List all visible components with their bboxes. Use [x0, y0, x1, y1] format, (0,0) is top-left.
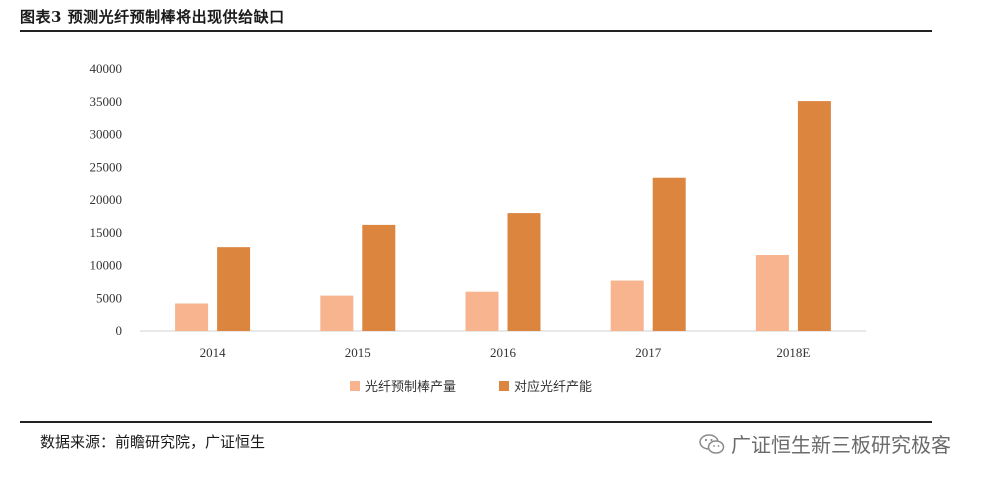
bar-fiber-capacity [507, 213, 541, 331]
y-tick-label: 15000 [90, 225, 123, 240]
legend-label: 对应光纤产能 [514, 379, 592, 395]
legend: 光纤预制棒产量 对应光纤产能 [350, 379, 592, 395]
bottom-rule [20, 421, 932, 423]
legend-label: 光纤预制棒产量 [365, 380, 456, 395]
figure-title: 图表3 预测光纤预制棒将出现供给缺口 [20, 8, 285, 26]
bar-fiber-capacity [217, 247, 251, 331]
legend-swatch [499, 381, 509, 391]
bar-fiber-capacity [652, 177, 686, 331]
y-tick-label: 0 [116, 323, 123, 338]
bar-preform-output [610, 280, 644, 331]
watermark: 广证恒生新三板研究极客 [699, 429, 951, 458]
bar-fiber-capacity [797, 101, 831, 331]
source-note: 数据来源：前瞻研究院，广证恒生 [40, 433, 266, 451]
x-tick-label: 2015 [345, 345, 371, 360]
legend-swatch [350, 381, 360, 391]
x-tick-label: 2014 [200, 345, 227, 360]
x-axis: 2014 2015 2016 2017 2018E [200, 345, 811, 360]
wechat-icon [699, 433, 725, 454]
y-tick-label: 5000 [96, 290, 122, 305]
y-tick-label: 35000 [90, 94, 123, 109]
y-axis: 0 5000 10000 15000 20000 25000 30000 35000 40000 [90, 61, 123, 338]
bar-preform-output [755, 255, 789, 331]
bar-preform-output [175, 303, 209, 331]
y-tick-label: 40000 [90, 61, 123, 76]
y-tick-label: 25000 [90, 159, 123, 174]
bar-preform-output [465, 291, 499, 331]
x-tick-label: 2016 [490, 345, 517, 360]
top-rule [20, 30, 932, 32]
bars [175, 101, 831, 331]
y-tick-label: 10000 [90, 258, 123, 273]
bar-fiber-capacity [362, 224, 396, 331]
y-tick-label: 20000 [90, 192, 123, 207]
x-tick-label: 2017 [635, 345, 662, 360]
x-tick-label: 2018E [776, 345, 810, 360]
watermark-text: 广证恒生新三板研究极客 [731, 433, 951, 457]
y-tick-label: 30000 [90, 127, 123, 142]
bar-preform-output [320, 295, 354, 331]
